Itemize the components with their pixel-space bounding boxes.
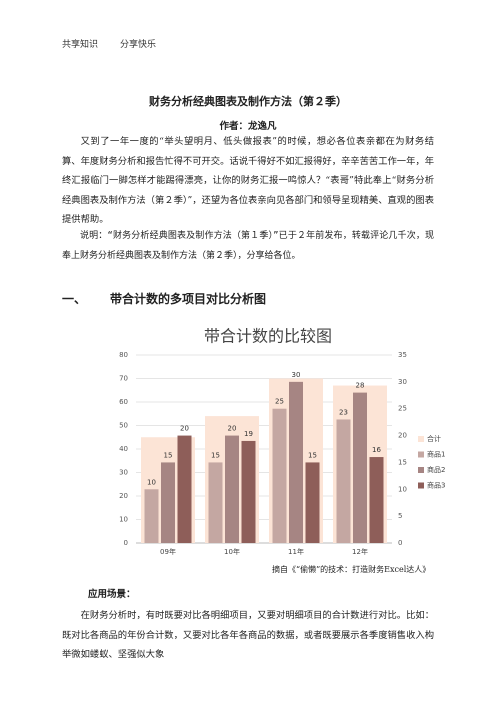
y2-tick-label: 0 bbox=[398, 539, 402, 547]
bar bbox=[241, 440, 256, 543]
doc-title: 财务分析经典图表及制作方法（第２季） bbox=[149, 95, 347, 108]
legend-swatch bbox=[418, 436, 424, 442]
legend-swatch bbox=[418, 482, 424, 489]
data-label: 19 bbox=[244, 430, 253, 438]
data-label: 10 bbox=[147, 478, 156, 486]
x-tick-label: 09年 bbox=[160, 547, 176, 556]
data-label: 25 bbox=[275, 398, 284, 406]
bar bbox=[305, 462, 320, 543]
data-label: 20 bbox=[180, 425, 189, 433]
bar bbox=[289, 381, 303, 543]
x-tick-label: 12年 bbox=[352, 547, 368, 556]
data-label: 15 bbox=[211, 451, 220, 459]
x-tick-label: 10年 bbox=[224, 547, 240, 556]
section-title: 带合计数的多项目对比分析图 bbox=[110, 292, 267, 306]
y-tick-label: 10 bbox=[119, 516, 128, 524]
legend-swatch bbox=[418, 467, 424, 473]
legend-label: 商品2 bbox=[427, 465, 445, 474]
bar bbox=[161, 462, 175, 543]
data-label: 16 bbox=[372, 446, 381, 454]
bar bbox=[144, 489, 159, 543]
y2-tick-label: 25 bbox=[398, 405, 407, 413]
data-label: 23 bbox=[339, 408, 348, 416]
y-tick-label: 20 bbox=[119, 492, 128, 500]
y2-tick-label: 5 bbox=[398, 512, 402, 520]
y2-tick-label: 10 bbox=[398, 485, 407, 493]
legend-label: 商品3 bbox=[427, 481, 445, 490]
y2-tick-label: 15 bbox=[398, 458, 407, 466]
y2-tick-label: 20 bbox=[398, 432, 407, 440]
data-label: 15 bbox=[164, 451, 173, 459]
usage-heading: 应用场景： bbox=[88, 589, 136, 600]
y2-tick-label: 30 bbox=[398, 378, 407, 386]
bar bbox=[353, 392, 367, 543]
y2-tick-label: 35 bbox=[398, 351, 407, 359]
paragraph: 说明：“财务分析经典图表及制作方法（第１季）”已于２年前发布，转载评论几千次，现… bbox=[62, 231, 434, 261]
y-tick-label: 0 bbox=[124, 539, 128, 547]
legend-label: 商品1 bbox=[427, 450, 445, 459]
data-label: 30 bbox=[292, 371, 301, 379]
header-left: 共享知识 bbox=[62, 40, 99, 50]
bar bbox=[272, 408, 287, 543]
y-tick-label: 40 bbox=[119, 445, 128, 453]
paragraph: 又到了一年一度的“举头望明月、低头做报表”的时候，想必各位表亲都在为财务结算、年… bbox=[62, 136, 434, 225]
y-tick-label: 60 bbox=[119, 398, 128, 406]
data-label: 15 bbox=[308, 451, 317, 459]
data-label: 20 bbox=[228, 425, 237, 433]
header-right: 分享快乐 bbox=[120, 40, 157, 50]
y-tick-label: 70 bbox=[119, 375, 128, 383]
bar bbox=[336, 419, 351, 543]
author: 作者：龙逸凡 bbox=[219, 121, 277, 132]
y-tick-label: 50 bbox=[119, 422, 128, 430]
bar bbox=[208, 462, 223, 543]
x-tick-label: 11年 bbox=[288, 547, 304, 556]
chart-title: 带合计数的比较图 bbox=[204, 327, 332, 346]
section-number: 一、 bbox=[62, 292, 87, 306]
source: 摘自《“偷懒”的技术：打造财务Excel达人》 bbox=[272, 565, 431, 574]
data-label: 28 bbox=[356, 382, 365, 390]
y-tick-label: 80 bbox=[119, 351, 128, 359]
y-tick-label: 30 bbox=[119, 469, 128, 477]
paragraph: 在财务分析时，有时既要对比各明细项目，又要对明细项目的合计数进行对比。比如：既对… bbox=[62, 610, 434, 660]
bar bbox=[369, 457, 384, 543]
legend-label: 合计 bbox=[427, 434, 441, 443]
legend-swatch bbox=[418, 451, 424, 458]
bar bbox=[177, 435, 192, 543]
bar bbox=[225, 435, 239, 543]
